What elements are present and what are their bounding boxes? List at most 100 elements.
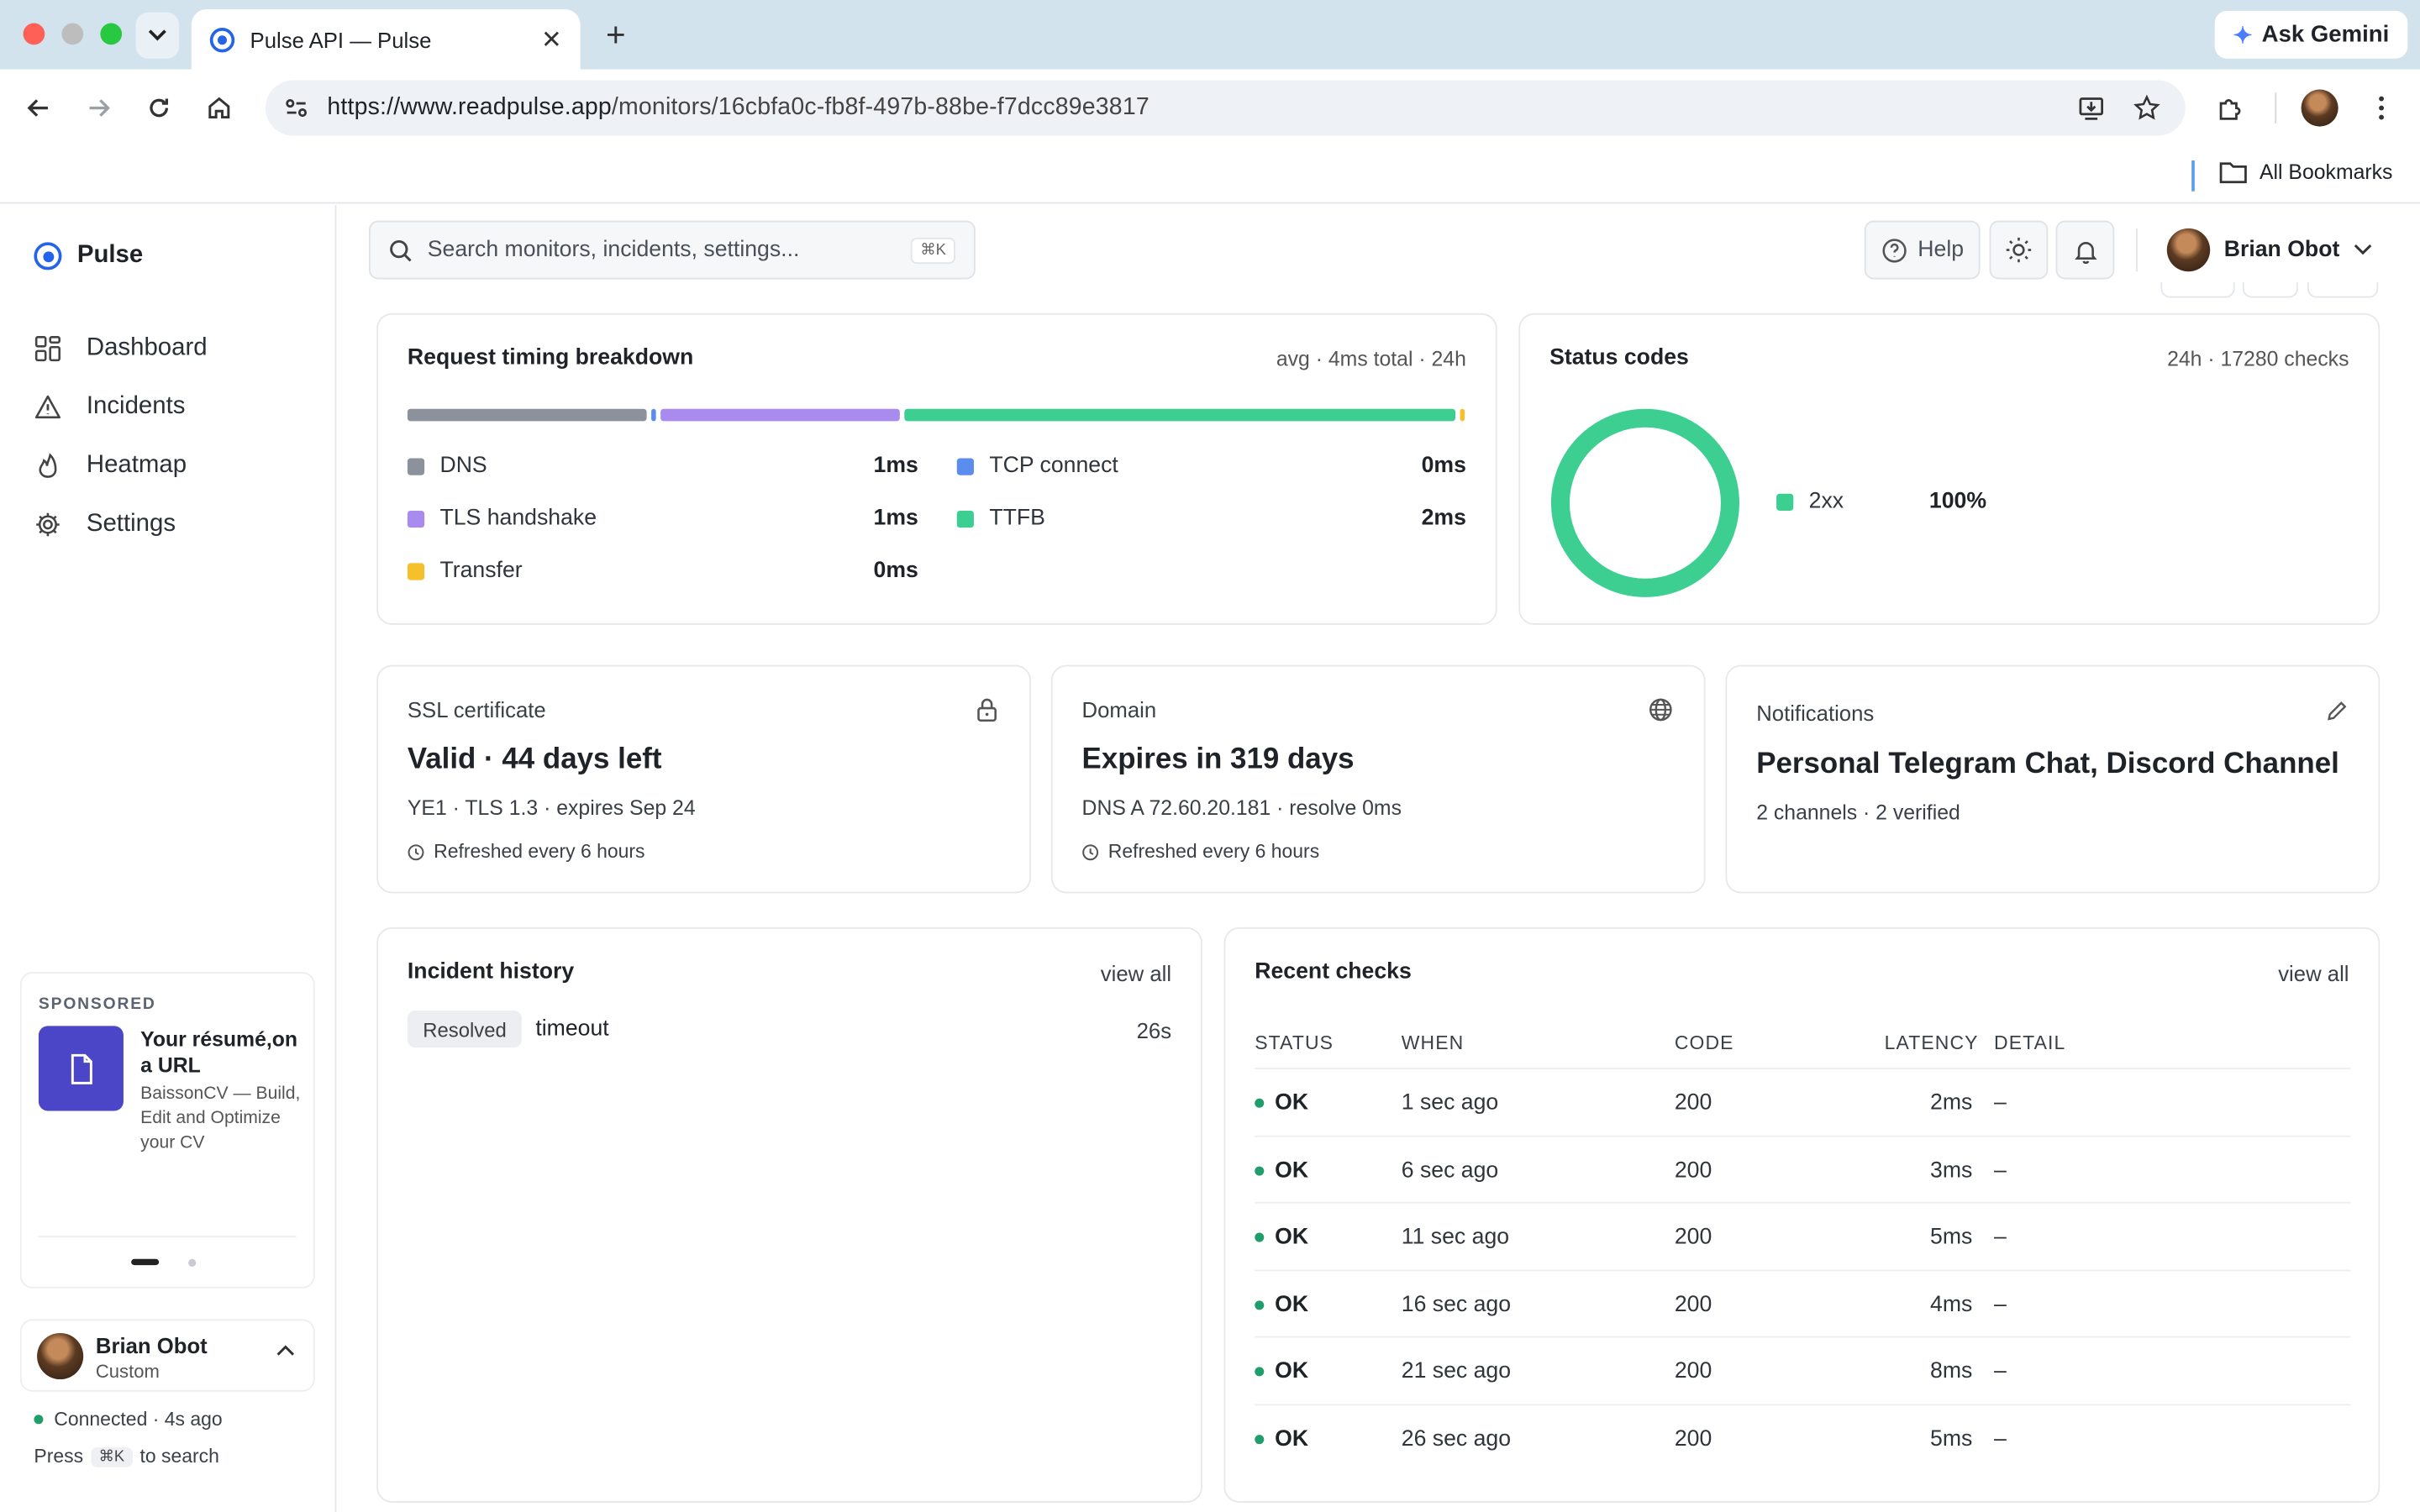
detail-cell: – — [1994, 1158, 2007, 1184]
legend-swatch — [1776, 492, 1794, 511]
grid-icon — [34, 336, 60, 362]
timing-segment-tcp-connect — [651, 408, 656, 422]
sidebar-item-dashboard[interactable]: Dashboard — [34, 319, 208, 378]
legend-label: Transfer — [439, 558, 523, 584]
legend-value: 2ms — [1421, 506, 1466, 531]
legend-swatch — [956, 510, 974, 528]
legend-value: 100% — [1928, 489, 1987, 514]
globe-icon — [1649, 698, 1672, 722]
card-meta: 24h · 17280 checks — [2167, 347, 2349, 370]
status-dot — [1255, 1299, 1265, 1310]
browser-tabstrip: Pulse API — Pulse ✕ + ✦ Ask Gemini — [0, 0, 2420, 70]
home-button[interactable] — [199, 88, 239, 129]
extensions-button[interactable] — [2210, 88, 2250, 129]
latency-cell: 8ms — [1930, 1359, 1973, 1385]
table-row[interactable]: OK 11 sec ago 200 5ms – — [1255, 1202, 2351, 1270]
when-cell: 11 sec ago — [1401, 1225, 1510, 1251]
legend-swatch — [407, 510, 425, 528]
forward-button[interactable] — [79, 88, 119, 129]
partial-button[interactable] — [2307, 282, 2379, 298]
pencil-icon[interactable] — [2326, 701, 2348, 722]
table-row[interactable]: OK 6 sec ago 200 3ms – — [1255, 1135, 2351, 1203]
all-bookmarks-label: All Bookmarks — [2259, 160, 2393, 184]
url-text: https://www.readpulse.app/monitors/16cbf… — [327, 94, 1149, 122]
reload-button[interactable] — [139, 88, 179, 129]
legend-value: 0ms — [873, 558, 918, 584]
legend-label: DNS — [439, 454, 487, 479]
table-row[interactable]: OK 1 sec ago 200 2ms – — [1255, 1068, 2351, 1136]
sidebar-item-label: Heatmap — [86, 452, 187, 479]
table-row[interactable]: OK 16 sec ago 200 4ms – — [1255, 1269, 2351, 1337]
refresh-text: Refreshed every 6 hours — [434, 841, 645, 863]
sponsored-card[interactable]: SPONSORED Your résumé,on a URL BaissonCV… — [19, 972, 315, 1289]
browser-tab-active[interactable]: Pulse API — Pulse ✕ — [191, 9, 581, 70]
status-text: OK — [1275, 1090, 1309, 1116]
close-window-button[interactable] — [23, 23, 45, 45]
incident-name[interactable]: timeout — [535, 1016, 609, 1042]
partial-button[interactable] — [2160, 282, 2235, 298]
new-tab-button[interactable]: + — [606, 15, 626, 55]
install-app-icon[interactable] — [2077, 94, 2105, 122]
zoom-window-button[interactable] — [100, 23, 123, 45]
table-row[interactable]: OK 26 sec ago 200 5ms – — [1255, 1404, 2351, 1472]
timing-segment-dns — [407, 408, 647, 422]
close-tab-icon[interactable]: ✕ — [540, 27, 562, 54]
search-input[interactable]: Search monitors, incidents, settings... … — [368, 220, 976, 280]
search-icon — [390, 239, 412, 261]
gear-icon — [36, 512, 60, 537]
timing-segment-ttfb — [904, 408, 1456, 422]
code-cell: 200 — [1674, 1090, 1712, 1116]
timing-segment-tls-handshake — [660, 408, 900, 422]
theme-toggle-button[interactable] — [1989, 220, 2049, 280]
legend-value: 1ms — [873, 506, 918, 531]
help-button[interactable]: Help — [1864, 220, 1981, 280]
column-header-status: STATUS — [1255, 1032, 1334, 1054]
legend-2xx: 2xx — [1776, 489, 1844, 514]
bookmark-star-icon[interactable] — [2133, 94, 2160, 122]
header-user-name: Brian Obot — [2223, 237, 2340, 263]
arrow-left-icon — [27, 99, 48, 117]
url-domain: https://www.readpulse.app — [327, 94, 612, 121]
notifications-button[interactable] — [2055, 220, 2115, 280]
address-bar[interactable]: https://www.readpulse.app/monitors/16cbf… — [265, 80, 2186, 136]
table-row[interactable]: OK 21 sec ago 200 8ms – — [1255, 1336, 2351, 1404]
sidebar-item-heatmap[interactable]: Heatmap — [34, 437, 207, 496]
view-all-incidents-link[interactable]: view all — [1100, 961, 1172, 986]
profile-button[interactable] — [2300, 88, 2340, 129]
home-icon — [208, 97, 230, 119]
pulse-logo-icon — [34, 242, 62, 270]
when-cell: 21 sec ago — [1401, 1359, 1512, 1385]
sidebar-user-card[interactable]: Brian Obot Custom — [19, 1319, 315, 1392]
minimize-window-button[interactable] — [61, 23, 84, 45]
domain-card: Domain Expires in 319 days DNS A 72.60.2… — [1050, 664, 1706, 894]
sponsored-description: BaissonCV — Build, Edit and Optimize you… — [140, 1084, 301, 1153]
browser-menu-button[interactable] — [2361, 88, 2402, 129]
tab-title: Pulse API — Pulse — [250, 27, 432, 52]
avatar — [37, 1332, 84, 1380]
back-button[interactable] — [18, 88, 59, 129]
carousel-dot-active[interactable] — [131, 1258, 160, 1266]
legend-swatch — [956, 457, 974, 475]
header-divider — [2136, 228, 2138, 272]
status-cell: OK — [1255, 1293, 1308, 1317]
toolbar-divider — [2275, 92, 2277, 123]
carousel-dot[interactable] — [188, 1258, 197, 1267]
search-shortcut: ⌘K — [911, 236, 955, 264]
all-bookmarks-button[interactable]: All Bookmarks — [2219, 160, 2392, 184]
code-cell: 200 — [1674, 1359, 1712, 1385]
sidebar-item-incidents[interactable]: Incidents — [34, 378, 207, 437]
sidebar-item-settings[interactable]: Settings — [34, 496, 207, 554]
refresh-note: Refreshed every 6 hours — [1082, 841, 1319, 863]
site-settings-icon[interactable] — [284, 96, 308, 120]
ask-gemini-button[interactable]: ✦ Ask Gemini — [2214, 10, 2408, 59]
status-dot — [1255, 1165, 1265, 1175]
tab-search-button[interactable] — [135, 12, 180, 59]
brand-logo[interactable]: Pulse — [34, 242, 143, 270]
partial-button[interactable] — [2242, 282, 2298, 298]
view-all-checks-link[interactable]: view all — [2278, 961, 2349, 986]
sponsored-title: Your résumé,on a URL — [140, 1027, 298, 1078]
folder-icon — [2219, 162, 2247, 184]
search-hint: Press ⌘K to search — [34, 1446, 218, 1467]
user-menu-button[interactable]: Brian Obot — [2166, 228, 2372, 272]
lock-icon — [977, 698, 997, 722]
